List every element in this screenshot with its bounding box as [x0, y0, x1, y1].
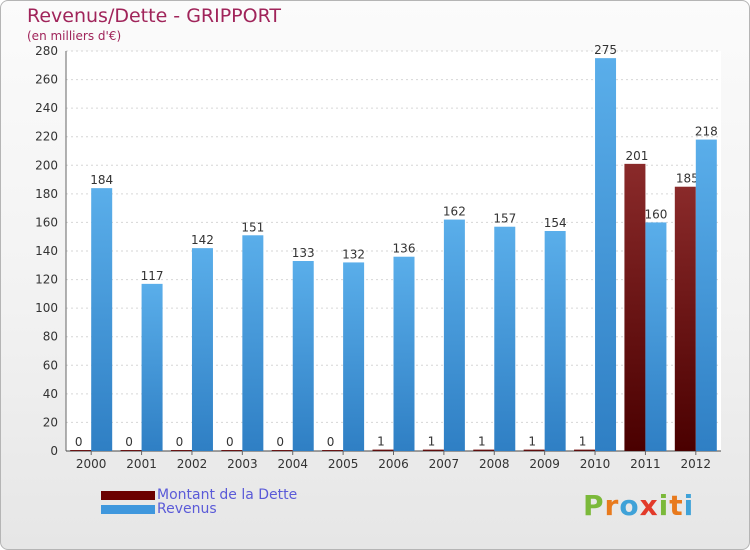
logo-letter: i — [683, 489, 695, 522]
x-tick-label: 2010 — [580, 457, 611, 471]
bar-debt — [372, 449, 394, 451]
bar-revenue — [494, 226, 516, 451]
y-tick-label: 60 — [43, 358, 58, 372]
y-tick-label: 180 — [35, 187, 58, 201]
data-label-debt: 1 — [377, 435, 385, 449]
bar-debt — [574, 449, 596, 451]
logo-letter: x — [639, 489, 659, 522]
logo-letter: i — [658, 489, 670, 522]
logo-letter: o — [619, 489, 640, 522]
data-label-revenue: 154 — [544, 216, 567, 230]
data-label-debt: 185 — [676, 172, 699, 186]
legend-label-debt: Montant de la Dette — [157, 487, 298, 503]
bar-debt — [674, 186, 696, 451]
bar-debt — [271, 450, 293, 451]
x-tick-label: 2000 — [76, 457, 107, 471]
bar-debt — [170, 450, 192, 451]
data-label-debt: 1 — [478, 435, 486, 449]
y-tick-label: 160 — [35, 215, 58, 229]
bar-revenue — [292, 261, 314, 451]
bar-revenue — [645, 222, 667, 451]
data-label-revenue: 218 — [695, 125, 718, 139]
bar-debt — [473, 449, 495, 451]
x-tick-label: 2007 — [429, 457, 460, 471]
data-label-revenue: 160 — [644, 207, 667, 221]
data-label-revenue: 136 — [393, 242, 416, 256]
data-label-revenue: 132 — [342, 247, 365, 261]
y-tick-label: 100 — [35, 301, 58, 315]
bar-debt — [322, 450, 344, 451]
data-label-debt: 1 — [428, 435, 436, 449]
x-tick-label: 2006 — [378, 457, 409, 471]
data-label-debt: 1 — [579, 435, 587, 449]
bar-debt — [70, 450, 92, 451]
y-tick-label: 260 — [35, 73, 58, 87]
data-label-revenue: 117 — [141, 269, 164, 283]
chart-title: Revenus/Dette - GRIPPORT — [27, 5, 282, 27]
data-label-revenue: 133 — [292, 246, 315, 260]
logo-letter: t — [669, 489, 684, 522]
x-tick-label: 2008 — [479, 457, 510, 471]
data-label-debt: 0 — [176, 435, 184, 449]
data-label-debt: 0 — [226, 435, 234, 449]
bar-revenue — [242, 235, 264, 451]
data-label-revenue: 275 — [594, 43, 617, 57]
bar-revenue — [343, 262, 365, 451]
bar-revenue — [695, 139, 717, 452]
logo-letter: r — [604, 489, 620, 522]
y-tick-label: 0 — [50, 444, 58, 458]
data-label-debt: 0 — [276, 435, 284, 449]
data-label-debt: 0 — [75, 435, 83, 449]
bar-debt — [221, 450, 243, 451]
x-tick-label: 2003 — [227, 457, 258, 471]
y-tick-label: 140 — [35, 244, 58, 258]
y-tick-label: 220 — [35, 130, 58, 144]
x-tick-label: 2005 — [328, 457, 359, 471]
x-tick-label: 2009 — [529, 457, 560, 471]
bar-revenue — [141, 283, 163, 451]
data-label-debt: 0 — [327, 435, 335, 449]
chart-subtitle: (en milliers d'€) — [27, 29, 122, 43]
bar-revenue — [393, 256, 415, 451]
y-tick-label: 20 — [43, 415, 58, 429]
data-label-revenue: 151 — [241, 220, 264, 234]
y-tick-label: 40 — [43, 387, 58, 401]
x-tick-label: 2011 — [630, 457, 661, 471]
bar-debt — [422, 449, 444, 451]
legend-label-revenue: Revenus — [157, 501, 217, 517]
bar-debt — [523, 449, 545, 451]
legend-item-debt: Montant de la Dette — [101, 487, 298, 503]
legend-swatch-debt — [101, 490, 155, 500]
x-tick-label: 2002 — [177, 457, 208, 471]
bar-revenue — [595, 58, 617, 452]
bar-revenue — [191, 248, 213, 451]
y-tick-label: 240 — [35, 101, 58, 115]
y-tick-label: 80 — [43, 330, 58, 344]
bar-revenue — [443, 219, 465, 451]
data-label-debt: 1 — [528, 435, 536, 449]
logo-letter: P — [583, 489, 605, 522]
y-tick-label: 120 — [35, 273, 58, 287]
data-label-revenue: 142 — [191, 233, 214, 247]
legend-item-revenue: Revenus — [101, 501, 217, 517]
bar-revenue — [91, 188, 113, 451]
data-label-debt: 201 — [625, 149, 648, 163]
data-label-debt: 0 — [125, 435, 133, 449]
bar-debt — [120, 450, 142, 451]
x-tick-label: 2012 — [681, 457, 712, 471]
x-tick-label: 2004 — [277, 457, 308, 471]
bar-revenue — [544, 231, 566, 451]
x-tick-label: 2001 — [126, 457, 157, 471]
y-tick-label: 200 — [35, 158, 58, 172]
data-label-revenue: 157 — [493, 212, 516, 226]
y-tick-label: 280 — [35, 44, 58, 58]
data-label-revenue: 162 — [443, 205, 466, 219]
proxiti-logo: Proxiti — [583, 489, 694, 522]
data-label-revenue: 184 — [90, 173, 113, 187]
bar-debt — [624, 163, 646, 451]
legend-swatch-revenue — [101, 504, 155, 514]
